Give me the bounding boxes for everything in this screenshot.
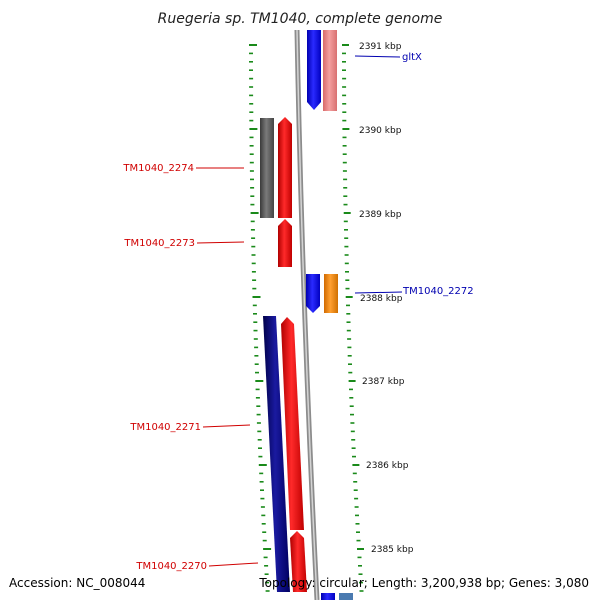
gene-gltX-block (307, 30, 321, 110)
label-connector-TM1040_2271 (202, 424, 251, 428)
gene-gray-block (260, 118, 274, 218)
scale-label: 2390 kbp (359, 126, 402, 136)
gene-label-gltX: gltX (402, 52, 422, 63)
gene-bottom-blue-block (321, 593, 335, 600)
scale-label: 2386 kbp (366, 461, 409, 471)
gene-TM1040_2270-block (290, 531, 307, 592)
scale-label: 2391 kbp (359, 42, 402, 52)
label-connector-gltX (354, 55, 401, 58)
gene-label-TM1040_2272: TM1040_2272 (402, 286, 474, 297)
gene-TM1040_2274-block (278, 117, 292, 218)
gene-label-TM1040_2270: TM1040_2270 (135, 561, 207, 572)
gene-pink-block (323, 30, 337, 111)
label-connector-TM1040_2272 (354, 291, 403, 294)
gene-label-TM1040_2273: TM1040_2273 (123, 238, 195, 249)
gene-navy-block (263, 316, 290, 592)
label-connector-TM1040_2270 (208, 562, 259, 567)
outer-tick-marks (342, 44, 364, 592)
scale-label: 2387 kbp (362, 377, 405, 387)
gene-TM1040_2273-block (278, 219, 292, 267)
gene-TM1040_2272-block (306, 274, 320, 313)
scale-label: 2388 kbp (360, 294, 403, 304)
gene-orange-block (324, 274, 338, 313)
label-connector-TM1040_2273 (196, 241, 245, 244)
genome-title: Ruegeria sp. TM1040, complete genome (158, 11, 443, 27)
genome-backbone-highlight (296, 29, 318, 600)
topology-text: Topology: circular; Length: 3,200,938 bp… (258, 576, 589, 590)
scale-label: 2389 kbp (359, 210, 402, 220)
accession-text: Accession: NC_008044 (9, 576, 145, 590)
gene-label-TM1040_2274: TM1040_2274 (122, 163, 194, 174)
gene-TM1040_2271-block (281, 317, 304, 530)
inner-tick-marks (249, 44, 272, 592)
gene-bottom-steel-block (339, 593, 353, 600)
scale-label: 2385 kbp (371, 545, 414, 555)
gene-label-TM1040_2271: TM1040_2271 (129, 422, 201, 433)
